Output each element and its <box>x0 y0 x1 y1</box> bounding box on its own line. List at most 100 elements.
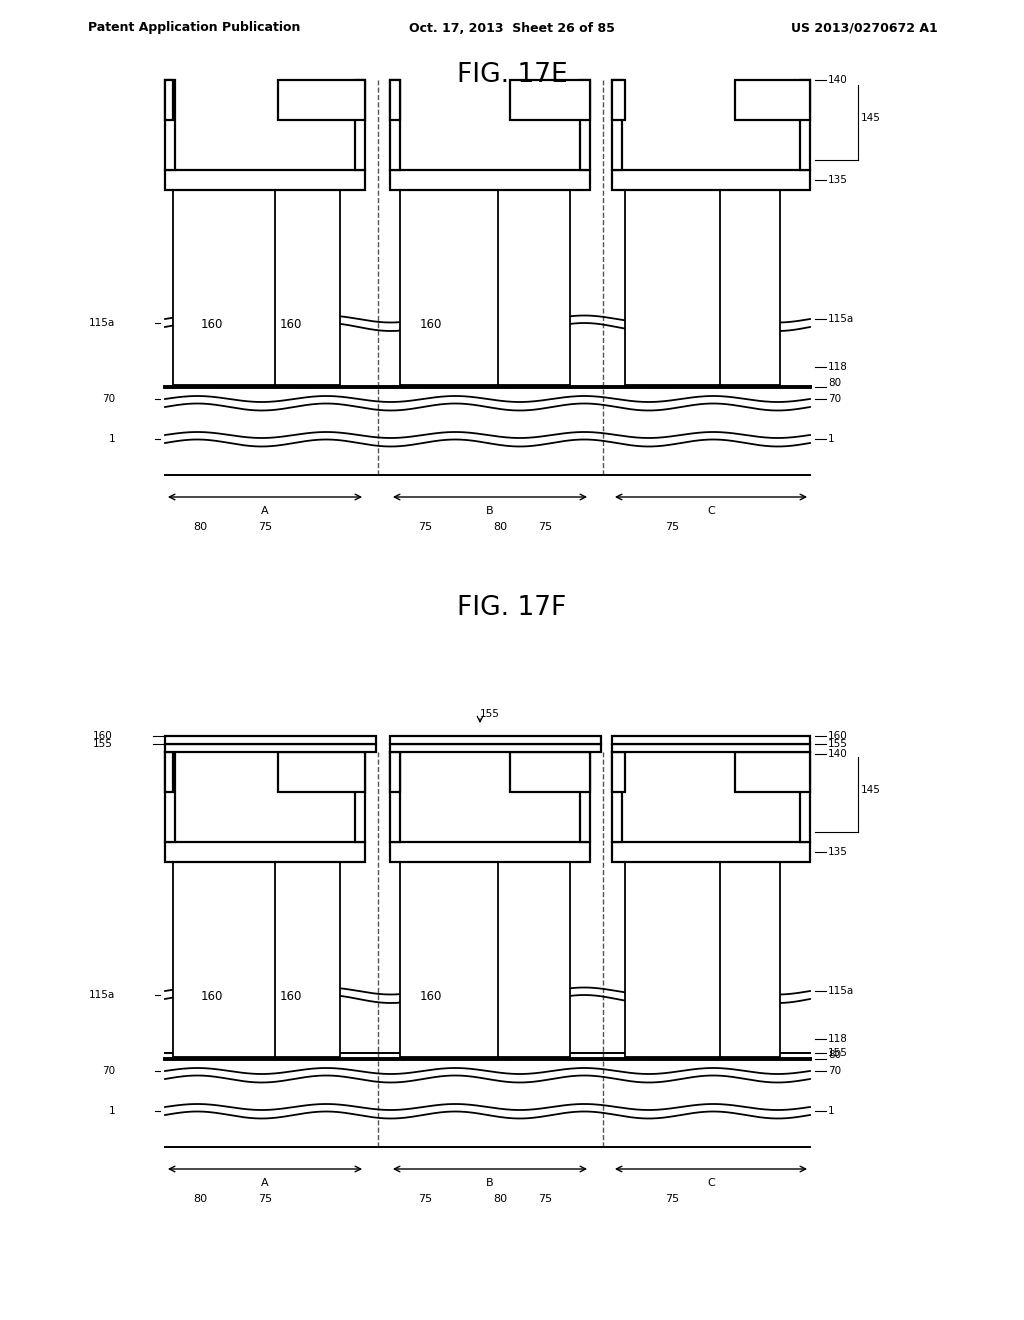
Text: 80: 80 <box>193 521 207 532</box>
Text: C: C <box>708 1177 715 1188</box>
Text: Patent Application Publication: Patent Application Publication <box>88 21 300 34</box>
Bar <box>278 752 365 792</box>
Text: 155: 155 <box>828 739 848 748</box>
Text: 80: 80 <box>193 1195 207 1204</box>
Text: 1: 1 <box>109 1106 115 1115</box>
Text: 75: 75 <box>665 1195 679 1204</box>
Bar <box>165 752 173 792</box>
Bar <box>208 337 248 355</box>
Text: 1: 1 <box>828 434 835 444</box>
Bar <box>499 1027 513 1057</box>
Bar <box>612 744 810 752</box>
Bar <box>720 190 780 385</box>
Bar <box>165 737 376 744</box>
Text: 1: 1 <box>828 1106 835 1115</box>
Text: 155: 155 <box>93 739 113 748</box>
Text: 155: 155 <box>480 709 500 719</box>
Text: 145: 145 <box>861 785 881 795</box>
Bar <box>612 737 810 744</box>
Text: 1: 1 <box>109 434 115 444</box>
Bar <box>208 1008 248 1027</box>
Text: FIG. 17E: FIG. 17E <box>457 62 567 88</box>
Text: 80: 80 <box>828 1049 841 1060</box>
Bar <box>355 752 365 842</box>
Bar <box>390 737 601 744</box>
Bar <box>390 81 400 170</box>
Bar <box>412 337 452 355</box>
Text: 75: 75 <box>538 1195 552 1204</box>
Bar <box>425 355 439 385</box>
Text: 155: 155 <box>828 1048 848 1059</box>
Text: 75: 75 <box>418 521 432 532</box>
Bar <box>173 862 278 1057</box>
Bar <box>735 752 810 792</box>
Text: 80: 80 <box>493 521 507 532</box>
Bar <box>728 337 768 355</box>
Text: 118: 118 <box>828 1034 848 1044</box>
Text: A: A <box>261 1177 269 1188</box>
Bar <box>390 752 400 842</box>
Text: 115a: 115a <box>89 990 115 1001</box>
Bar <box>165 81 175 170</box>
Bar <box>390 744 601 752</box>
Text: US 2013/0270672 A1: US 2013/0270672 A1 <box>792 21 938 34</box>
Bar <box>425 1027 439 1057</box>
Text: FIG. 17F: FIG. 17F <box>458 595 566 620</box>
Text: 70: 70 <box>101 393 115 404</box>
Text: 75: 75 <box>665 521 679 532</box>
Text: 160: 160 <box>828 731 848 741</box>
Bar <box>390 842 590 862</box>
Text: 140: 140 <box>828 748 848 759</box>
Bar <box>486 1008 526 1027</box>
Bar <box>640 337 680 355</box>
Bar <box>400 190 510 385</box>
Bar <box>653 355 667 385</box>
Text: 160: 160 <box>201 990 223 1003</box>
Text: 160: 160 <box>280 318 302 331</box>
Bar <box>612 842 810 862</box>
Text: 135: 135 <box>828 176 848 185</box>
Bar <box>800 81 810 170</box>
Bar <box>612 81 625 120</box>
Bar <box>355 81 365 170</box>
Bar <box>486 337 526 355</box>
Bar <box>510 81 590 120</box>
Text: 145: 145 <box>861 114 881 123</box>
Bar <box>580 752 590 842</box>
Bar <box>275 190 340 385</box>
Bar <box>400 862 510 1057</box>
Bar <box>612 752 622 842</box>
Text: 115a: 115a <box>89 318 115 327</box>
Bar <box>173 190 278 385</box>
Bar <box>625 862 735 1057</box>
Text: 160: 160 <box>420 990 442 1003</box>
Text: 160: 160 <box>201 318 223 331</box>
Text: 118: 118 <box>828 362 848 372</box>
Bar <box>580 81 590 170</box>
Bar <box>282 1008 322 1027</box>
Bar <box>390 752 400 792</box>
Text: 115a: 115a <box>828 314 854 323</box>
Bar <box>165 744 376 752</box>
Bar <box>221 355 234 385</box>
Bar <box>498 190 570 385</box>
Bar <box>800 752 810 842</box>
Text: 160: 160 <box>280 990 302 1003</box>
Bar <box>165 81 173 120</box>
Text: 70: 70 <box>101 1067 115 1076</box>
Bar <box>741 1027 755 1057</box>
Bar <box>720 862 780 1057</box>
Bar <box>221 1027 234 1057</box>
Bar <box>612 170 810 190</box>
Bar <box>390 81 400 120</box>
Bar <box>612 81 622 170</box>
Bar <box>653 1027 667 1057</box>
Bar <box>498 862 570 1057</box>
Text: B: B <box>486 506 494 516</box>
Bar <box>282 337 322 355</box>
Bar <box>612 752 625 792</box>
Text: 160: 160 <box>420 318 442 331</box>
Bar <box>165 752 175 842</box>
Bar <box>728 1008 768 1027</box>
Bar <box>510 752 590 792</box>
